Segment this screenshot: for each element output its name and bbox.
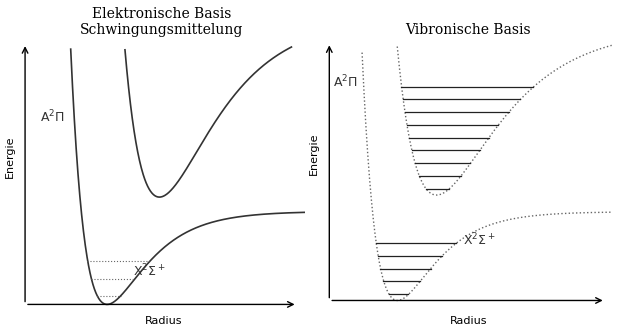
- Text: X$^2\Sigma^+$: X$^2\Sigma^+$: [133, 262, 166, 279]
- Text: Radius: Radius: [450, 316, 488, 326]
- Text: A$^2\Pi$: A$^2\Pi$: [40, 108, 65, 125]
- Text: Radius: Radius: [144, 316, 182, 326]
- Text: A$^2\Pi$: A$^2\Pi$: [332, 73, 357, 90]
- Text: Energie: Energie: [5, 135, 15, 178]
- Text: X$^2\Sigma^+$: X$^2\Sigma^+$: [462, 231, 495, 248]
- Text: Energie: Energie: [310, 132, 319, 175]
- Title: Vibronische Basis: Vibronische Basis: [405, 23, 531, 37]
- Title: Elektronische Basis
Schwingungsmittelung: Elektronische Basis Schwingungsmittelung: [80, 7, 243, 37]
